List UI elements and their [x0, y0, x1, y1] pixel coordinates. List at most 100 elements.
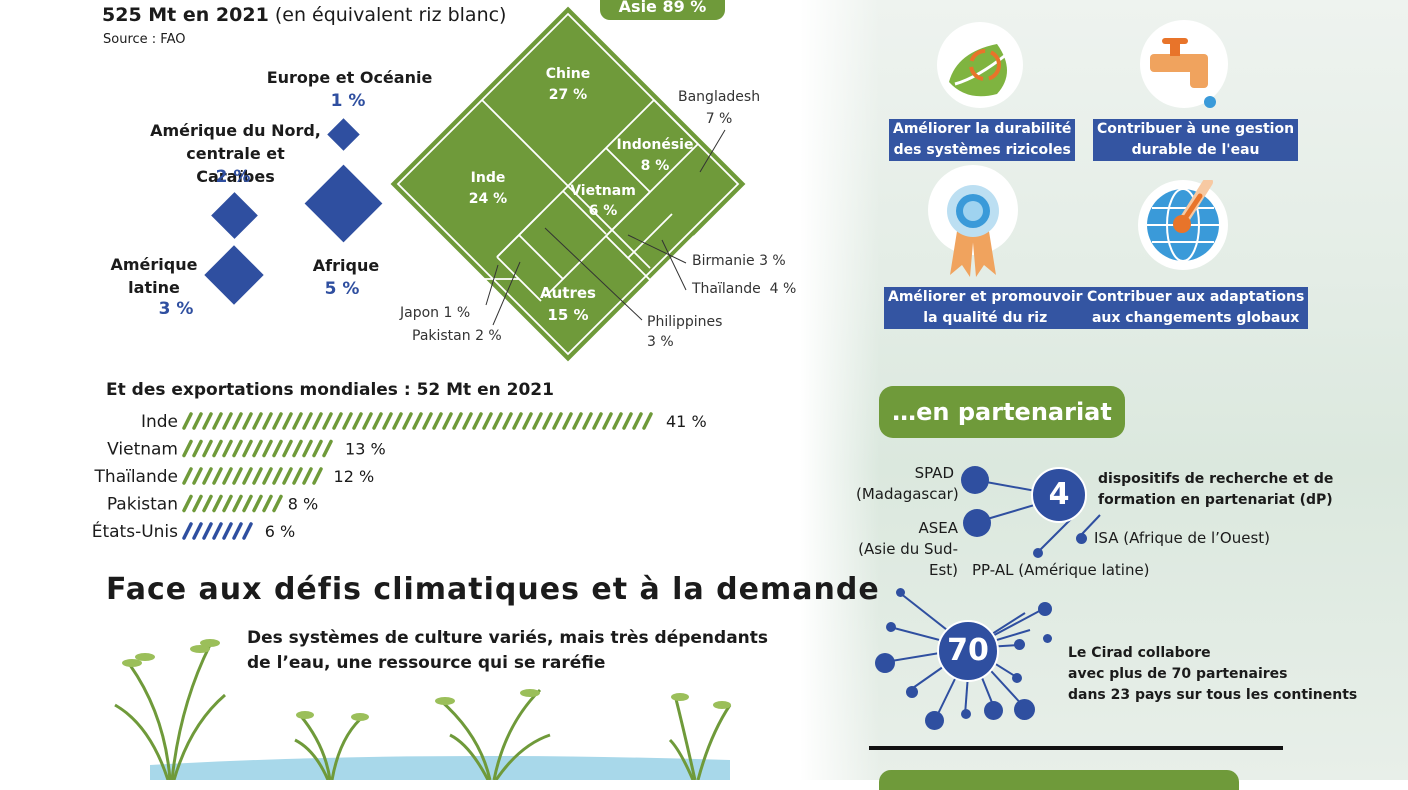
diamond-latin-america [204, 245, 264, 305]
bar-4 [182, 522, 253, 540]
rice-plant-4 [668, 694, 732, 780]
spad-line2: (Madagascar) [856, 485, 959, 503]
region-label-europe: Europe et Océanie [266, 68, 433, 87]
partner-dot [875, 653, 895, 673]
dot-asea [963, 509, 991, 537]
bar-3 [182, 494, 283, 513]
bar-value-label: 41 % [666, 412, 707, 431]
goal-1-line2: des systèmes rizicoles [893, 142, 1071, 158]
asea-label: ASEA (Asie du Sud-Est) [836, 518, 958, 581]
bar-category-label: Vietnam [107, 440, 178, 460]
dp-line2: formation en partenariat (dP) [1098, 492, 1333, 508]
partner-dot [886, 622, 896, 632]
bar-1 [182, 439, 333, 458]
exports-title: Et des exportations mondiales : 52 Mt en… [106, 380, 554, 400]
bar-category-label: Thaïlande [94, 467, 178, 487]
region-pct-africa: 5 % [324, 279, 360, 299]
exports-chart: Inde 41 % Vietnam 13 % Thaïlande 12 % Pakistan… [92, 412, 707, 542]
others-name: Autres [540, 284, 596, 302]
bar-category-label: Pakistan [107, 495, 178, 515]
partners-line2: avec plus de 70 partenaires [1068, 666, 1288, 682]
bar-category-label: États-Unis [92, 520, 178, 542]
others-pct: 15 % [547, 306, 589, 324]
ppal-label: PP-AL (Amérique latine) [972, 561, 1150, 579]
thailande-name: Thaïlande [692, 281, 761, 297]
next-section-pill [879, 770, 1239, 790]
region-label-north-america: Amérique du Nord, centrale et Caraïbes [150, 121, 321, 186]
region-label-latin-america: Amérique latine [110, 255, 198, 297]
spad-line1: SPAD [914, 464, 954, 482]
region-pct-latin-america: 3 % [158, 299, 194, 319]
birmanie-pct: 3 % [759, 253, 786, 269]
asia-label-pakistan: Pakistan 2 % [412, 328, 502, 344]
asia-label-japon: Japon 1 % [400, 305, 470, 321]
partner-dot [961, 709, 971, 719]
thailande-pct: 4 % [769, 281, 797, 297]
partner-dot [1043, 634, 1052, 643]
rice-grains-4 [671, 693, 731, 709]
asia-label-birmanie: Birmanie 3 % [692, 253, 786, 269]
india-name: Inde [470, 170, 506, 186]
source-note: Source : FAO [103, 32, 186, 47]
isa-label: ISA (Afrique de l’Ouest) [1094, 529, 1271, 547]
asia-label-vietnam: Vietnam 6 % [563, 181, 643, 221]
india-pct: 24 % [468, 191, 508, 207]
japon-pct: 1 % [443, 305, 471, 321]
water-tap-icon [1150, 38, 1216, 108]
rice-plant-1 [114, 644, 226, 780]
partners-line3: dans 23 pays sur tous les continents [1068, 687, 1358, 703]
production-title: 525 Mt en 2021 (en équivalent riz blanc) [102, 4, 506, 26]
partner-dot [1038, 602, 1052, 616]
birmanie-name: Birmanie [692, 253, 755, 269]
vietnam-pct: 6 % [588, 203, 618, 219]
asia-label-thailande: Thaïlande 4 % [692, 281, 796, 297]
climate-heading: Face aux défis climatiques et à la deman… [106, 572, 880, 607]
dp-line1: dispositifs de recherche et de [1098, 471, 1334, 487]
goal-icon-circle-2 [1140, 20, 1228, 108]
goal-label-2: Contribuer à une gestion durable de l'ea… [1093, 119, 1299, 161]
rice-field-illustration [114, 639, 732, 780]
count-dp-circle: 4 [1031, 467, 1087, 523]
asia-label-china: Chine 27 % [528, 64, 608, 106]
partner-dot [906, 686, 918, 698]
goal-3-line2: la qualité du riz [923, 310, 1048, 326]
partner-dot [1014, 699, 1035, 720]
medal-icon [947, 185, 999, 277]
climate-subtitle-line2: de l’eau, une ressource qui se raréfie [247, 653, 606, 673]
bar-0 [182, 412, 653, 430]
partner-dot [896, 588, 905, 597]
leaf-recycle-icon [949, 44, 1008, 97]
production-title-rest: (en équivalent riz blanc) [268, 4, 507, 26]
bar-category-label: Inde [141, 412, 178, 432]
dot-ppal [1033, 548, 1043, 558]
asia-label-india: Inde 24 % [448, 168, 528, 210]
region-pct-north-america: 2 % [215, 167, 251, 187]
asia-label-philippines: Philippines 3 % [647, 312, 722, 352]
goal-icon-circle-1 [937, 22, 1023, 108]
asia-tab [600, 0, 725, 20]
partner-dot [925, 711, 944, 730]
goal-icon-circle-3 [928, 165, 1018, 277]
bar-value-label: 6 % [265, 522, 295, 541]
section-divider [869, 746, 1283, 750]
asia-label-indonesia: Indonésie 8 % [610, 135, 700, 177]
production-title-bold: 525 Mt en 2021 [102, 4, 269, 26]
asia-label-others: Autres 15 % [528, 282, 608, 326]
goal-3-line1: Améliorer et promouvoir [888, 289, 1083, 305]
bar-value-label: 12 % [334, 467, 375, 486]
rice-plant-3 [439, 688, 551, 780]
pakistan-pct: 2 % [475, 328, 502, 344]
region-label-africa: Afrique [312, 256, 380, 275]
goal-icon-circle-4 [1138, 177, 1228, 270]
rice-grains-1 [122, 639, 220, 667]
dot-spad [961, 466, 989, 494]
indonesia-name: Indonésie [616, 137, 694, 153]
china-pct: 27 % [548, 87, 588, 103]
climate-subtitle-line1: Des systèmes de culture variés, mais trè… [247, 628, 769, 648]
partner-dot [1012, 673, 1022, 683]
partners-line1: Le Cirad collabore [1068, 645, 1211, 661]
bar-2 [182, 467, 323, 485]
asea-line2: (Asie du Sud-Est) [858, 540, 958, 579]
goal-2-line2: durable de l'eau [1131, 142, 1260, 158]
bangladesh-pct: 7 % [705, 111, 733, 127]
